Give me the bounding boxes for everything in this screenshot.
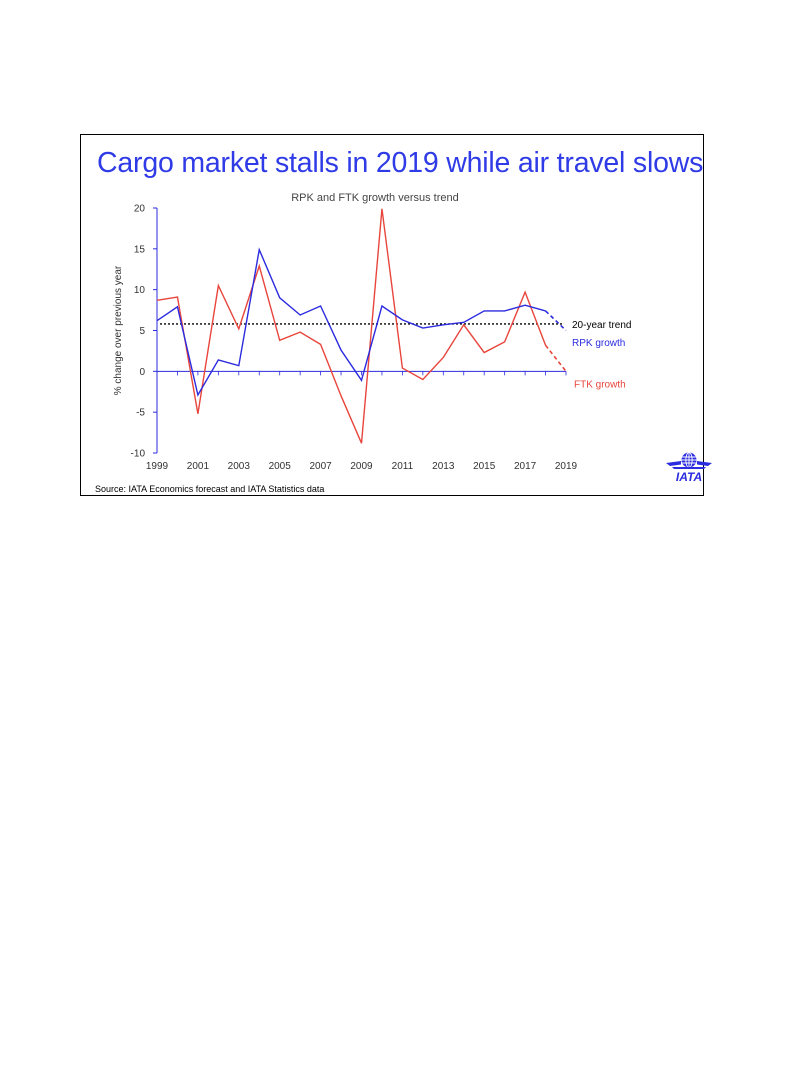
y-tick-label: -5: [136, 408, 145, 419]
x-tick-label: 1999: [146, 461, 169, 472]
iata-logo-icon: IATA: [666, 452, 712, 483]
iata-logo-text: IATA: [676, 470, 702, 483]
series-forecast-ftk: [544, 344, 567, 372]
y-tick-label: -10: [131, 449, 146, 460]
x-tick-label: 2003: [228, 461, 251, 472]
line-chart: RPK and FTK growth versus trend % change …: [113, 192, 631, 472]
series-line-rpk: [156, 247, 546, 397]
x-tick-label: 2013: [432, 461, 455, 472]
x-tick-label: 2001: [187, 461, 210, 472]
x-tick-label: 2009: [350, 461, 373, 472]
y-tick-label: 10: [134, 285, 146, 296]
y-tick-label: 5: [139, 326, 145, 337]
x-tick-label: 2019: [555, 461, 578, 472]
series-label-ftk: FTK growth: [574, 379, 626, 390]
source-note: Source: IATA Economics forecast and IATA…: [95, 484, 325, 494]
trend-label: 20-year trend: [572, 320, 631, 331]
chart-title: RPK and FTK growth versus trend: [291, 192, 459, 204]
series-label-rpk: RPK growth: [572, 338, 625, 349]
y-tick-label: 20: [134, 204, 146, 215]
y-tick-label: 15: [134, 244, 146, 255]
y-tick-label: 0: [139, 367, 145, 378]
x-tick-label: 2011: [392, 461, 414, 472]
x-tick-label: 2007: [309, 461, 332, 472]
x-tick-label: 2017: [514, 461, 537, 472]
chart-headline: Cargo market stalls in 2019 while air tr…: [97, 147, 704, 179]
y-axis-label: % change over previous year: [113, 265, 124, 395]
x-tick-label: 2005: [269, 461, 292, 472]
x-tick-label: 2015: [473, 461, 496, 472]
series-line-ftk: [156, 208, 547, 444]
chart-panel: Cargo market stalls in 2019 while air tr…: [80, 134, 712, 496]
series-forecast-rpk: [544, 310, 567, 332]
